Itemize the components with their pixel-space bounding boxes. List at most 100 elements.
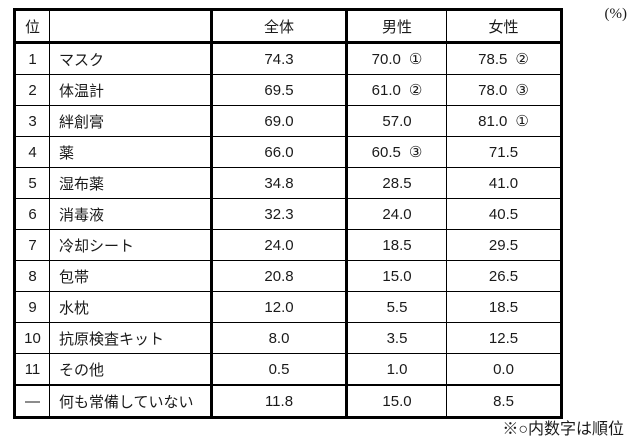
overall-cell-value: 34.8 bbox=[264, 174, 294, 192]
female-cell: 81.0 ① bbox=[446, 105, 562, 137]
female-cell-value: 40.5 bbox=[488, 205, 519, 223]
male-cell: 70.0 ① bbox=[346, 42, 447, 75]
table-row: 9 水枕 12.0 5.5 18.5 bbox=[14, 291, 562, 323]
header-rank: 位 bbox=[14, 9, 50, 44]
rank-cell-value: — bbox=[25, 392, 40, 410]
female-cell: 12.5 bbox=[446, 322, 562, 354]
overall-cell-value: 24.0 bbox=[264, 236, 294, 254]
female-cell: 40.5 bbox=[446, 198, 562, 230]
rank-cell-value: 8 bbox=[28, 267, 37, 285]
item-cell: 湿布薬 bbox=[49, 167, 213, 199]
item-cell-value: 何も常備していない bbox=[59, 393, 194, 411]
rank-cell-value: 5 bbox=[28, 174, 37, 192]
male-cell-value: 61.0 bbox=[371, 82, 401, 99]
male-cell: 61.0 ② bbox=[346, 74, 447, 106]
rank-cell: 10 bbox=[14, 322, 50, 354]
rank-cell: 5 bbox=[14, 167, 50, 199]
table-row: 8 包帯 20.8 15.0 26.5 bbox=[14, 260, 562, 292]
item-cell: その他 bbox=[49, 353, 213, 386]
rank-cell-value: 4 bbox=[28, 143, 37, 161]
table-row: — 何も常備していない 11.8 15.0 8.5 bbox=[14, 384, 562, 418]
overall-cell: 11.8 bbox=[211, 384, 348, 418]
item-cell-value: 抗原検査キット bbox=[59, 330, 165, 348]
item-cell: 水枕 bbox=[49, 291, 213, 323]
rank-cell: 3 bbox=[14, 105, 50, 137]
female-cell: 78.0 ③ bbox=[446, 74, 562, 106]
rank-cell: 2 bbox=[14, 74, 50, 106]
item-cell-value: 薬 bbox=[59, 144, 75, 162]
female-cell-value: 78.5 bbox=[478, 51, 508, 68]
female-cell: 26.5 bbox=[446, 260, 562, 292]
rank-cell: 6 bbox=[14, 198, 50, 230]
item-cell: マスク bbox=[49, 42, 213, 75]
header-item bbox=[49, 9, 213, 44]
item-cell-value: 水枕 bbox=[59, 299, 90, 317]
male-cell-value: 24.0 bbox=[382, 205, 412, 223]
male-cell-value: 3.5 bbox=[386, 329, 408, 347]
overall-cell: 20.8 bbox=[211, 260, 348, 292]
overall-cell: 8.0 bbox=[211, 322, 348, 354]
male-cell: 24.0 bbox=[346, 198, 447, 230]
rank-badge: ③ bbox=[515, 82, 529, 99]
rank-cell-value: 7 bbox=[28, 236, 37, 254]
rank-badge: ② bbox=[515, 51, 529, 68]
rank-cell-value: 10 bbox=[24, 329, 41, 347]
female-cell: 29.5 bbox=[446, 229, 562, 261]
female-cell: 18.5 bbox=[446, 291, 562, 323]
rank-cell: 11 bbox=[14, 353, 50, 386]
table-row: 10 抗原検査キット 8.0 3.5 12.5 bbox=[14, 322, 562, 354]
rank-cell: 8 bbox=[14, 260, 50, 292]
overall-cell: 24.0 bbox=[211, 229, 348, 261]
rank-badge: ③ bbox=[408, 144, 423, 161]
table-row: 7 冷却シート 24.0 18.5 29.5 bbox=[14, 229, 562, 261]
item-cell-value: 消毒液 bbox=[59, 206, 105, 224]
item-cell-value: マスク bbox=[59, 51, 105, 69]
header-row: 位 全体 男性 女性 bbox=[14, 9, 562, 44]
male-cell-value: 57.0 bbox=[382, 112, 412, 130]
header-overall: 全体 bbox=[211, 9, 348, 44]
item-cell: 何も常備していない bbox=[49, 384, 213, 418]
female-cell: 78.5 ② bbox=[446, 42, 562, 75]
header-male: 男性 bbox=[346, 9, 447, 44]
item-cell-value: その他 bbox=[59, 361, 105, 379]
rank-badge: ① bbox=[408, 51, 423, 68]
rank-cell: 4 bbox=[14, 136, 50, 168]
header-female: 女性 bbox=[446, 9, 562, 44]
overall-cell: 32.3 bbox=[211, 198, 348, 230]
female-cell-value: 12.5 bbox=[488, 329, 519, 347]
table-row: 6 消毒液 32.3 24.0 40.5 bbox=[14, 198, 562, 230]
male-cell: 18.5 bbox=[346, 229, 447, 261]
female-cell-value: 8.5 bbox=[493, 392, 514, 410]
male-cell: 3.5 bbox=[346, 322, 447, 354]
rank-cell: 9 bbox=[14, 291, 50, 323]
male-cell-value: 15.0 bbox=[382, 392, 412, 410]
ranking-table: 位 全体 男性 女性 1 マスク 74.3 70.0 ① 78.5 ② 2 体温計 69.5 61.… bbox=[13, 8, 563, 419]
overall-cell-value: 12.0 bbox=[264, 298, 294, 316]
overall-cell-value: 8.0 bbox=[268, 329, 290, 347]
male-cell: 5.5 bbox=[346, 291, 447, 323]
table-row: 2 体温計 69.5 61.0 ② 78.0 ③ bbox=[14, 74, 562, 106]
table-header: 位 全体 男性 女性 bbox=[14, 9, 562, 44]
male-cell-value: 5.5 bbox=[386, 298, 408, 316]
overall-cell-value: 11.8 bbox=[264, 392, 294, 410]
item-cell: 体温計 bbox=[49, 74, 213, 106]
overall-cell: 34.8 bbox=[211, 167, 348, 199]
female-cell: 8.5 bbox=[446, 384, 562, 418]
rank-badge: ① bbox=[515, 113, 529, 130]
female-cell-value: 0.0 bbox=[493, 360, 514, 378]
overall-cell-value: 69.5 bbox=[264, 81, 294, 99]
overall-cell-value: 0.5 bbox=[268, 360, 290, 378]
overall-cell: 69.5 bbox=[211, 74, 348, 106]
table-row: 11 その他 0.5 1.0 0.0 bbox=[14, 353, 562, 386]
item-cell: 消毒液 bbox=[49, 198, 213, 230]
rank-cell-value: 1 bbox=[28, 50, 37, 68]
table-row: 3 絆創膏 69.0 57.0 81.0 ① bbox=[14, 105, 562, 137]
footnote: ※○内数字は順位 bbox=[502, 421, 624, 438]
rank-cell-value: 3 bbox=[28, 112, 37, 130]
male-cell-value: 15.0 bbox=[382, 267, 412, 285]
item-cell: 包帯 bbox=[49, 260, 213, 292]
rank-cell: — bbox=[14, 384, 50, 418]
female-cell: 41.0 bbox=[446, 167, 562, 199]
female-cell-value: 18.5 bbox=[488, 298, 519, 316]
